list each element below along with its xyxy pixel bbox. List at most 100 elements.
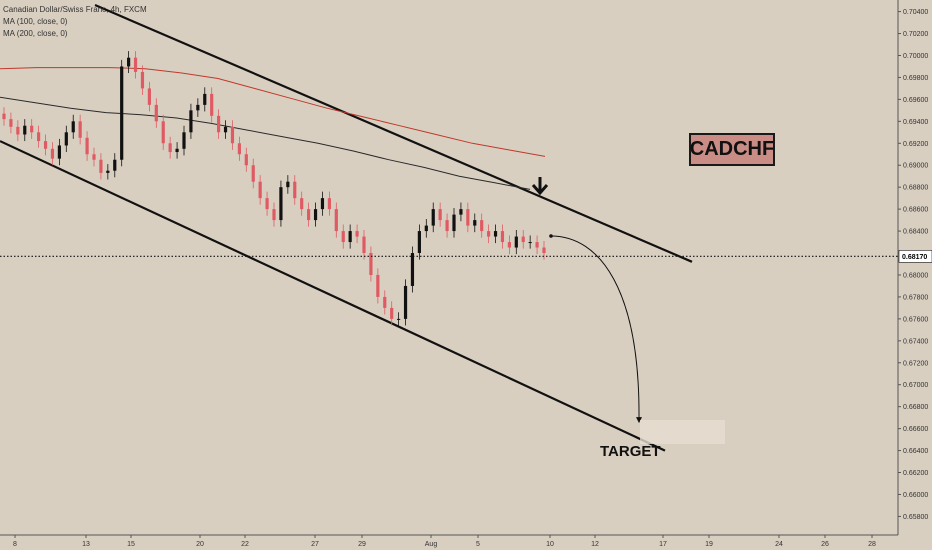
legend-symbol: Canadian Dollar/Swiss Franc, 4h, FXCM xyxy=(3,5,147,14)
candle-body xyxy=(217,115,221,133)
down-arrow-head-icon xyxy=(531,184,549,196)
x-tick-label: 27 xyxy=(311,541,319,548)
candle-body xyxy=(189,110,193,133)
candle-body xyxy=(50,148,55,159)
projection-curve[interactable] xyxy=(550,235,640,420)
ma200-line xyxy=(0,67,546,157)
candle-body xyxy=(300,198,304,210)
candle-body xyxy=(348,231,352,243)
current-price-tag xyxy=(898,250,932,263)
candle-body xyxy=(203,93,207,105)
y-tick-label: 0.68000 xyxy=(903,272,928,279)
candle-body xyxy=(57,145,61,159)
candle-body xyxy=(362,236,366,254)
y-tick-label: 0.67600 xyxy=(903,316,928,323)
candle-body xyxy=(127,57,131,67)
candle-body xyxy=(230,126,235,144)
candle-body xyxy=(64,132,68,146)
y-tick-label: 0.67800 xyxy=(903,294,928,301)
candle-body xyxy=(521,236,525,243)
y-tick-label: 0.66200 xyxy=(903,470,928,477)
y-tick-label: 0.69200 xyxy=(903,141,928,148)
x-tick-label: 5 xyxy=(476,541,480,548)
x-tick-label: 24 xyxy=(775,541,783,548)
candle-body xyxy=(355,231,359,237)
x-tick-label: 22 xyxy=(241,541,249,548)
y-tick-label: 0.70000 xyxy=(903,53,928,60)
y-tick-label: 0.66800 xyxy=(903,404,928,411)
y-tick-label: 0.66400 xyxy=(903,448,928,455)
candle-body xyxy=(293,181,297,199)
y-tick-label: 0.70200 xyxy=(903,31,928,38)
candle-body xyxy=(244,154,248,166)
lower-channel-line[interactable] xyxy=(0,140,666,452)
candle-body xyxy=(154,104,158,122)
candle-body xyxy=(383,296,387,308)
candle-body xyxy=(417,231,421,254)
candle-body xyxy=(265,198,269,210)
candle-body xyxy=(168,143,172,153)
candle-body xyxy=(327,198,331,210)
y-tick-label: 0.68400 xyxy=(903,229,928,236)
y-tick-label: 0.68800 xyxy=(903,185,928,192)
y-tick-label: 0.67000 xyxy=(903,382,928,389)
candle-body xyxy=(542,247,546,254)
candle-body xyxy=(473,220,477,226)
candle-body xyxy=(507,242,511,248)
legend-ma200: MA (200, close, 0) xyxy=(3,29,68,38)
y-tick-label: 0.70400 xyxy=(903,9,928,16)
candle-body xyxy=(133,57,138,72)
y-tick-label: 0.69000 xyxy=(903,163,928,170)
y-tick-label: 0.69400 xyxy=(903,119,928,126)
x-tick-label: Aug xyxy=(425,541,438,548)
candle-body xyxy=(2,113,6,120)
x-tick-label: 20 xyxy=(196,541,204,548)
candle-body xyxy=(182,132,186,149)
candle-body xyxy=(493,231,498,237)
candle-body xyxy=(452,214,456,232)
y-tick-label: 0.65800 xyxy=(903,514,928,521)
candle-body xyxy=(258,181,262,199)
candle-body xyxy=(272,209,276,221)
candle-body xyxy=(37,132,41,142)
candle-body xyxy=(410,253,415,286)
candle-body xyxy=(431,209,435,226)
candle-body xyxy=(140,71,145,89)
candle-body xyxy=(535,242,539,248)
x-tick-label: 19 xyxy=(705,541,713,548)
candle-body xyxy=(445,220,449,232)
symbol-annotation-box[interactable]: CADCHF xyxy=(689,133,775,166)
projection-start-dot xyxy=(549,234,553,238)
upper-channel-line[interactable] xyxy=(94,3,693,263)
candle-body xyxy=(106,170,110,173)
candle-body xyxy=(313,209,318,221)
candle-body xyxy=(480,220,484,232)
projection-arrow-icon xyxy=(636,417,642,424)
candle-body xyxy=(438,209,442,221)
x-tick-label: 15 xyxy=(127,541,135,548)
candle-body xyxy=(9,119,13,127)
candle-body xyxy=(161,121,165,144)
candle-body xyxy=(251,165,255,182)
candle-body xyxy=(85,137,89,155)
target-zone-box xyxy=(640,420,725,444)
current-price-label: 0.68170 xyxy=(902,254,927,261)
legend-ma100: MA (100, close, 0) xyxy=(3,17,68,26)
x-tick-label: 10 xyxy=(546,541,554,548)
candle-body xyxy=(286,181,290,188)
candle-body xyxy=(466,209,470,226)
candle-body xyxy=(99,159,103,173)
candle-body xyxy=(341,231,345,243)
x-tick-label: 28 xyxy=(868,541,876,548)
candle-body xyxy=(403,285,408,319)
candle-body xyxy=(78,121,82,138)
target-label[interactable]: TARGET xyxy=(600,443,661,460)
candle-body xyxy=(210,93,214,116)
candle-body xyxy=(487,231,491,237)
candle-body xyxy=(514,236,518,248)
candle-body xyxy=(237,143,241,155)
candle-body xyxy=(120,66,124,160)
candle-body xyxy=(369,253,373,275)
